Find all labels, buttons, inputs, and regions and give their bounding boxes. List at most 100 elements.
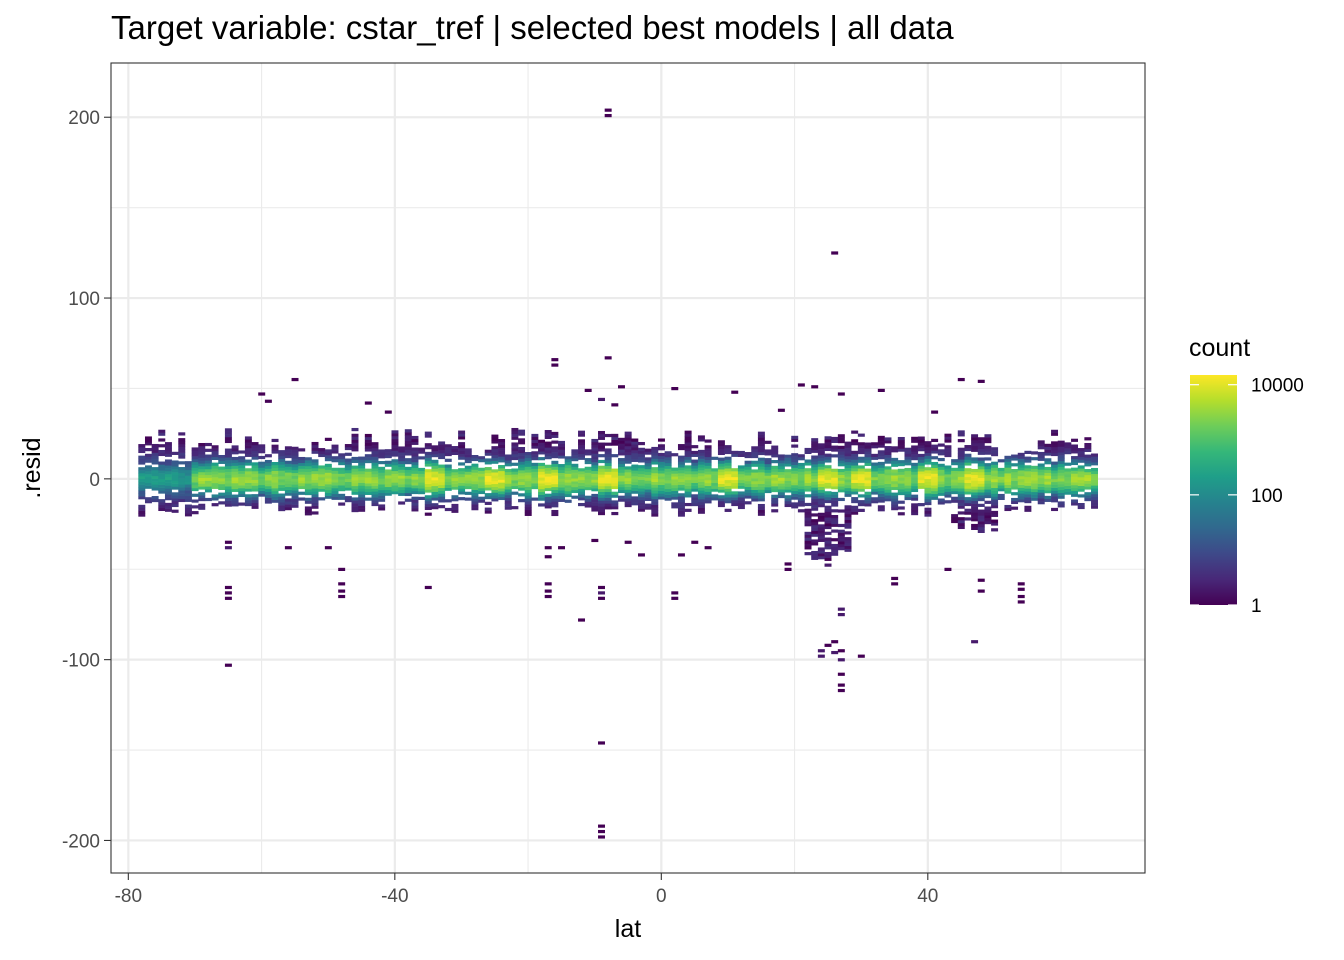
bin-tile	[144, 459, 152, 463]
bin-tile	[351, 465, 359, 469]
bin-tile	[158, 464, 166, 468]
bin-tile	[864, 503, 872, 507]
bin-tile	[531, 457, 539, 461]
bin-tile	[164, 459, 172, 463]
bin-tile	[171, 483, 179, 487]
bin-tile	[151, 498, 159, 503]
bin-tile	[924, 441, 932, 445]
bin-tile	[271, 467, 279, 471]
bin-tile	[398, 458, 406, 462]
bin-tile	[418, 456, 426, 460]
bin-tile	[637, 476, 645, 480]
bin-tile	[891, 582, 899, 586]
bin-tile	[777, 465, 785, 470]
bin-tile	[158, 504, 166, 509]
bin-tile	[891, 478, 899, 482]
bin-tile	[618, 484, 625, 488]
bin-tile	[957, 453, 965, 457]
bin-tile	[824, 473, 832, 478]
bin-tile	[657, 464, 665, 468]
bin-tile	[138, 455, 146, 459]
bin-tile	[364, 483, 372, 487]
bin-tile	[164, 497, 172, 501]
bin-tile	[897, 439, 905, 444]
bin-tile	[584, 452, 592, 456]
bin-tile	[478, 496, 486, 500]
bin-tile	[424, 501, 432, 505]
bin-tile	[264, 483, 272, 487]
bin-tile	[624, 477, 632, 482]
bin-tile	[171, 500, 179, 505]
bin-tile	[364, 474, 372, 478]
bin-tile	[438, 476, 446, 480]
bin-tile	[378, 455, 386, 459]
bin-tile	[844, 537, 852, 541]
bin-tile	[791, 453, 799, 457]
bin-tile	[951, 485, 959, 489]
bin-tile	[1057, 446, 1065, 450]
bin-tile	[524, 475, 532, 479]
bin-tile	[578, 450, 585, 455]
bin-tile	[937, 469, 945, 473]
bin-tile	[504, 483, 512, 487]
bin-tile	[431, 448, 439, 452]
bin-tile	[764, 484, 772, 488]
bin-tile	[984, 480, 992, 484]
bin-tile	[538, 439, 546, 443]
bin-tile	[211, 497, 219, 501]
bin-tile	[304, 471, 312, 475]
bin-tile	[251, 488, 259, 492]
bin-tile	[757, 457, 765, 461]
bin-tile	[471, 463, 479, 467]
bin-tile	[804, 494, 812, 498]
bin-tile	[224, 428, 232, 432]
bin-tile	[311, 462, 319, 466]
bin-tile	[464, 454, 472, 458]
bin-tile	[644, 474, 652, 478]
bin-tile	[664, 485, 672, 490]
bin-tile	[1077, 453, 1085, 458]
bin-tile	[944, 468, 952, 472]
bin-tile	[977, 480, 985, 484]
bin-tile	[977, 440, 985, 444]
bin-tile	[911, 494, 919, 498]
bin-tile	[1064, 474, 1072, 478]
bin-tile	[344, 475, 352, 480]
bin-tile	[831, 503, 839, 507]
bin-tile	[424, 495, 432, 499]
bin-tile	[1051, 481, 1059, 486]
bin-tile	[504, 489, 512, 493]
bin-tile	[431, 453, 439, 458]
bin-tile	[411, 473, 419, 477]
bin-tile	[231, 459, 239, 464]
bin-tile	[784, 454, 792, 458]
bin-tile	[624, 446, 632, 450]
bin-tile	[1044, 446, 1052, 450]
bin-tile	[757, 440, 765, 444]
bin-tile	[364, 459, 372, 464]
bin-tile	[657, 496, 665, 500]
bin-tile	[984, 489, 992, 493]
bin-tile	[584, 504, 592, 508]
bin-tile	[991, 461, 999, 465]
bin-tile	[604, 457, 612, 461]
bin-tile	[598, 488, 605, 493]
bin-tile	[984, 471, 992, 476]
bin-tile	[471, 481, 479, 485]
bin-tile	[911, 483, 919, 487]
bin-tile	[544, 499, 552, 503]
bin-tile	[737, 476, 745, 481]
bin-tile	[231, 462, 239, 466]
bin-tile	[804, 520, 812, 524]
bin-tile	[871, 491, 879, 495]
bin-tile	[671, 496, 679, 500]
bin-tile	[1057, 440, 1065, 444]
bin-tile	[238, 456, 246, 460]
bin-tile	[271, 473, 279, 477]
bin-tile	[1031, 483, 1039, 487]
bin-tile	[598, 741, 605, 745]
bin-tile	[471, 495, 479, 499]
bin-tile	[518, 475, 526, 480]
bin-tile	[578, 482, 585, 486]
bin-tile	[924, 470, 932, 474]
